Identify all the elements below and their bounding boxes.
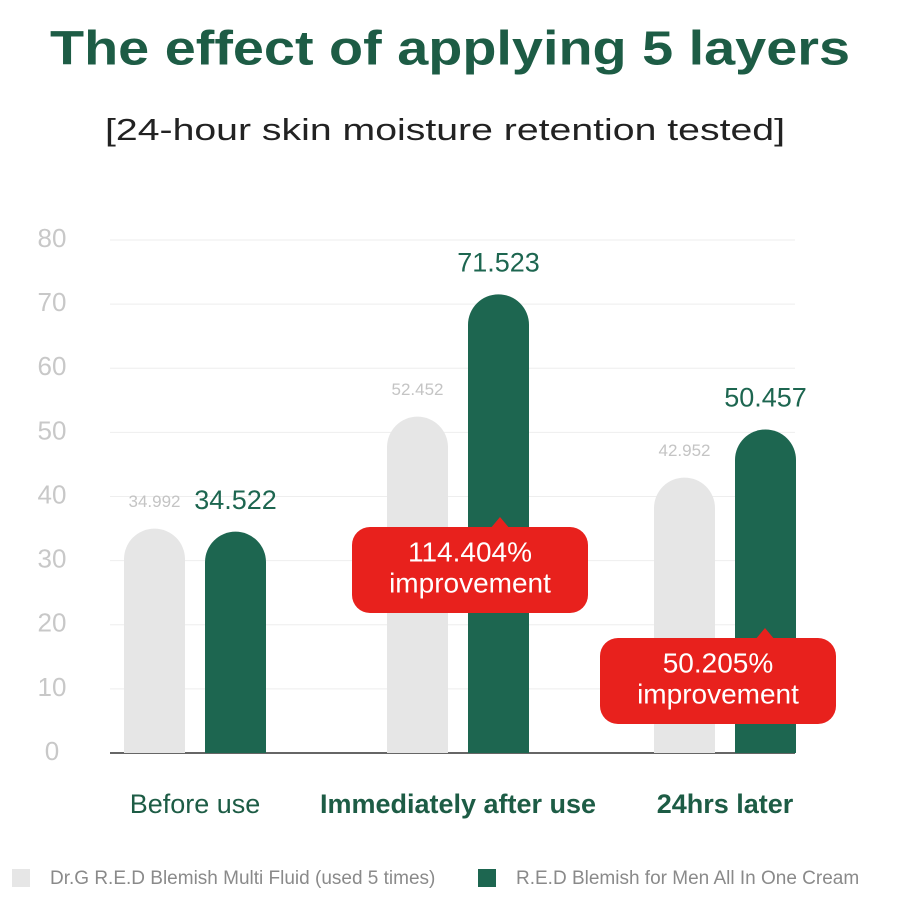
y-tick-label: 80 — [38, 223, 67, 253]
y-tick-label: 20 — [38, 608, 67, 638]
legend-label: R.E.D Blemish for Men All In One Cream — [516, 868, 859, 889]
y-tick-label: 30 — [38, 544, 67, 574]
x-tick-label: 24hrs later — [657, 789, 794, 819]
annotation-subtext: improvement — [637, 678, 799, 709]
y-tick-label: 0 — [45, 736, 59, 766]
y-tick-label: 70 — [38, 287, 67, 317]
value-label: 34.992 — [129, 492, 181, 511]
annotation-callout: 50.205%improvement — [600, 628, 836, 724]
callout-box — [600, 638, 836, 724]
legend-label: Dr.G R.E.D Blemish Multi Fluid (used 5 t… — [50, 868, 435, 889]
value-label: 50.457 — [724, 383, 807, 413]
legend-swatch — [478, 869, 496, 887]
annotation-callout: 114.404%improvement — [352, 517, 588, 613]
annotation-subtext: improvement — [389, 567, 551, 598]
bar — [205, 531, 266, 753]
bar — [124, 528, 185, 753]
chart-subtitle: [24-hour skin moisture retention tested] — [105, 112, 785, 147]
chart-title: The effect of applying 5 layers — [50, 23, 850, 76]
x-tick-label: Immediately after use — [320, 789, 596, 819]
x-tick-label: Before use — [130, 789, 261, 819]
annotation-text: 114.404% — [408, 536, 532, 567]
value-label: 34.522 — [194, 485, 277, 515]
y-tick-label: 40 — [38, 479, 67, 509]
y-tick-label: 60 — [38, 351, 67, 381]
value-label: 71.523 — [457, 247, 540, 277]
value-label: 52.452 — [392, 380, 444, 399]
value-label: 42.952 — [659, 441, 711, 460]
y-tick-label: 10 — [38, 672, 67, 702]
callout-pointer — [490, 517, 510, 529]
annotation-text: 50.205% — [663, 647, 774, 678]
legend-swatch — [12, 869, 30, 887]
callout-box — [352, 527, 588, 613]
y-tick-label: 50 — [38, 415, 67, 445]
callout-pointer — [755, 628, 775, 640]
